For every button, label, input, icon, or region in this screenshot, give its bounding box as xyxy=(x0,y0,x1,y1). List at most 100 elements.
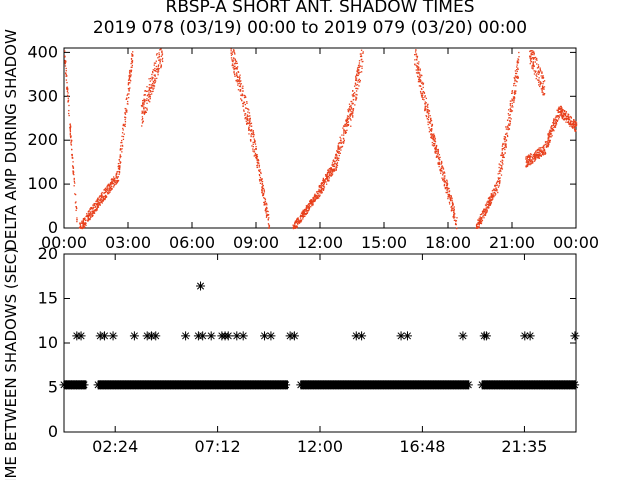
delta-amp-point xyxy=(529,158,530,159)
shadow-interval-point xyxy=(80,380,89,389)
delta-amp-point xyxy=(128,97,129,98)
delta-amp-point xyxy=(95,206,96,207)
delta-amp-point xyxy=(146,100,147,101)
delta-amp-point xyxy=(102,192,103,193)
delta-amp-point xyxy=(237,81,238,82)
delta-amp-point xyxy=(248,133,249,134)
delta-amp-point xyxy=(85,220,86,221)
delta-amp-point xyxy=(416,69,417,70)
delta-amp-point xyxy=(113,180,114,181)
delta-amp-point xyxy=(442,179,443,180)
delta-amp-point xyxy=(336,155,337,156)
delta-amp-point xyxy=(141,119,142,120)
delta-amp-point xyxy=(355,76,356,77)
delta-amp-point xyxy=(538,64,539,65)
delta-amp-point xyxy=(456,217,457,218)
delta-amp-point xyxy=(149,87,150,88)
delta-amp-point xyxy=(513,85,514,86)
delta-amp-point xyxy=(88,216,89,217)
delta-amp-point xyxy=(355,99,356,100)
delta-amp-point xyxy=(446,192,447,193)
delta-amp-point xyxy=(498,181,499,182)
delta-amp-point xyxy=(157,74,158,75)
delta-amp-point xyxy=(312,203,313,204)
delta-amp-point xyxy=(245,104,246,105)
delta-amp-point xyxy=(254,149,255,150)
delta-amp-point xyxy=(514,92,515,93)
delta-amp-point xyxy=(122,145,123,146)
delta-amp-point xyxy=(420,86,421,87)
delta-amp-point xyxy=(349,104,350,105)
delta-amp-point xyxy=(246,103,247,104)
x-tick-label: 12:00 xyxy=(297,437,343,456)
delta-amp-point xyxy=(299,222,300,223)
shadow-interval-points xyxy=(60,282,580,390)
delta-amp-point xyxy=(352,90,353,91)
delta-amp-point xyxy=(233,68,234,69)
delta-amp-point xyxy=(418,69,419,70)
delta-amp-point xyxy=(479,218,480,219)
delta-amp-point xyxy=(127,103,128,104)
delta-amp-point xyxy=(441,163,442,164)
delta-amp-point xyxy=(232,65,233,66)
x-tick-label: 15:00 xyxy=(361,233,407,252)
delta-amp-point xyxy=(147,94,148,95)
delta-amp-point xyxy=(435,141,436,142)
delta-amp-point xyxy=(240,98,241,99)
y-tick-label: 15 xyxy=(38,289,58,308)
delta-amp-point xyxy=(553,127,554,128)
delta-amp-point xyxy=(307,210,308,211)
delta-amp-point xyxy=(555,125,556,126)
delta-amp-point xyxy=(574,127,575,128)
delta-amp-point xyxy=(539,158,540,159)
delta-amp-point xyxy=(150,78,151,79)
delta-amp-point xyxy=(128,88,129,89)
delta-amp-point xyxy=(529,155,530,156)
delta-amp-point xyxy=(248,109,249,110)
delta-amp-point xyxy=(439,154,440,155)
delta-amp-point xyxy=(414,59,415,60)
delta-amp-point xyxy=(250,123,251,124)
delta-amp-point xyxy=(493,194,494,195)
delta-amp-point xyxy=(489,199,490,200)
delta-amp-point xyxy=(534,73,535,74)
delta-amp-point xyxy=(65,63,66,64)
delta-amp-point xyxy=(491,193,492,194)
delta-amp-point xyxy=(323,178,324,179)
delta-amp-point xyxy=(76,219,77,220)
delta-amp-point xyxy=(435,149,436,150)
delta-amp-point xyxy=(337,162,338,163)
delta-amp-point xyxy=(542,83,543,84)
delta-amp-point xyxy=(361,66,362,67)
delta-amp-point xyxy=(489,205,490,206)
delta-amp-point xyxy=(75,201,76,202)
delta-amp-point xyxy=(510,105,511,106)
delta-amp-point xyxy=(357,69,358,70)
delta-amp-point xyxy=(249,120,250,121)
delta-amp-point xyxy=(354,86,355,87)
delta-amp-point xyxy=(356,84,357,85)
delta-amp-point xyxy=(244,115,245,116)
delta-amp-point xyxy=(543,154,544,155)
delta-amp-point xyxy=(489,202,490,203)
delta-amp-point xyxy=(500,164,501,165)
delta-amp-point xyxy=(75,210,76,211)
delta-amp-point xyxy=(344,140,345,141)
delta-amp-point xyxy=(264,203,265,204)
delta-amp-point xyxy=(248,128,249,129)
delta-amp-point xyxy=(418,61,419,62)
delta-amp-point xyxy=(241,100,242,101)
delta-amp-point xyxy=(126,98,127,99)
delta-amp-point xyxy=(533,51,534,52)
delta-amp-point xyxy=(265,212,266,213)
delta-amp-point xyxy=(268,223,269,224)
shadow-interval-point xyxy=(239,331,248,340)
delta-amp-point xyxy=(343,132,344,133)
delta-amp-point xyxy=(296,220,297,221)
delta-amp-point xyxy=(80,223,81,224)
shadow-interval-point xyxy=(224,331,233,340)
delta-amp-point xyxy=(64,56,65,57)
delta-amp-point xyxy=(444,171,445,172)
delta-amp-point xyxy=(500,168,501,169)
delta-amp-point xyxy=(330,171,331,172)
